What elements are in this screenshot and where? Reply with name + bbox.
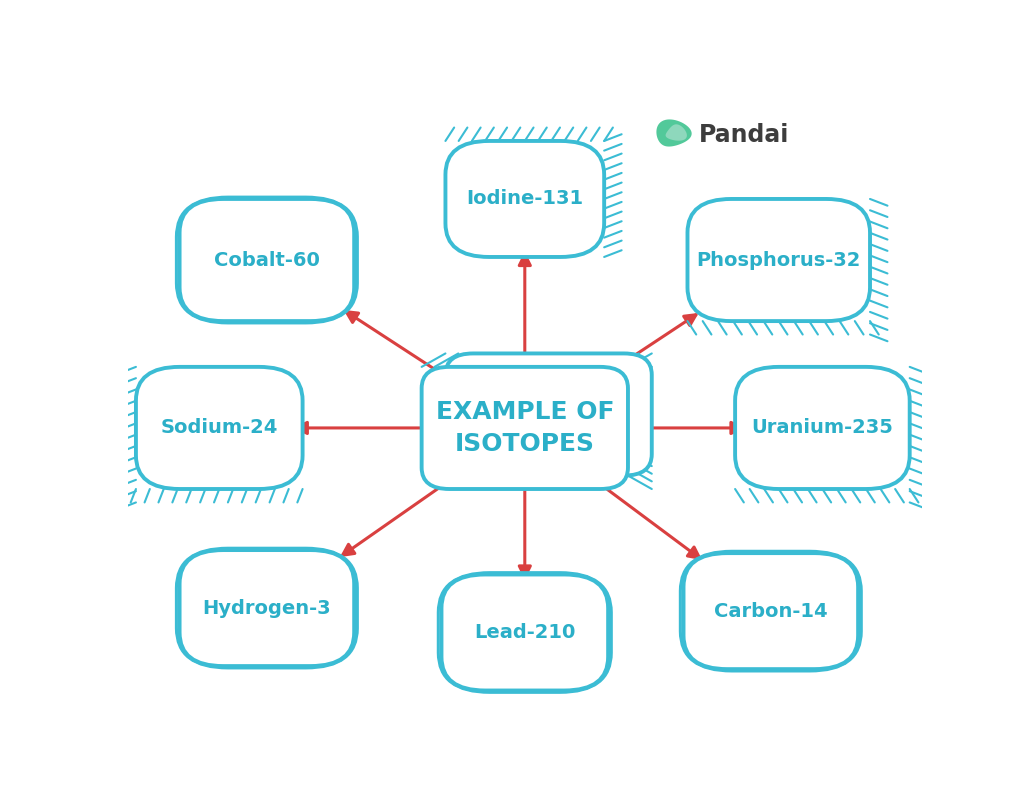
FancyBboxPatch shape	[441, 574, 608, 691]
Text: Iodine-131: Iodine-131	[466, 190, 584, 209]
Text: Uranium-235: Uranium-235	[752, 419, 893, 438]
FancyBboxPatch shape	[445, 354, 652, 476]
FancyBboxPatch shape	[445, 141, 604, 257]
FancyBboxPatch shape	[687, 199, 870, 321]
Text: Pandai: Pandai	[698, 123, 788, 147]
FancyBboxPatch shape	[136, 367, 303, 489]
Text: Carbon-14: Carbon-14	[714, 602, 827, 621]
Text: EXAMPLE OF
ISOTOPES: EXAMPLE OF ISOTOPES	[435, 400, 614, 456]
Polygon shape	[666, 125, 687, 140]
FancyBboxPatch shape	[422, 367, 628, 489]
FancyBboxPatch shape	[735, 367, 909, 489]
Text: Phosphorus-32: Phosphorus-32	[696, 251, 861, 270]
FancyBboxPatch shape	[684, 554, 858, 669]
FancyBboxPatch shape	[179, 550, 354, 666]
FancyBboxPatch shape	[179, 199, 354, 321]
Text: Cobalt-60: Cobalt-60	[214, 251, 319, 270]
Text: Hydrogen-3: Hydrogen-3	[203, 599, 331, 618]
Text: Lead-210: Lead-210	[474, 623, 575, 642]
Polygon shape	[656, 120, 691, 147]
Text: Sodium-24: Sodium-24	[161, 419, 278, 438]
